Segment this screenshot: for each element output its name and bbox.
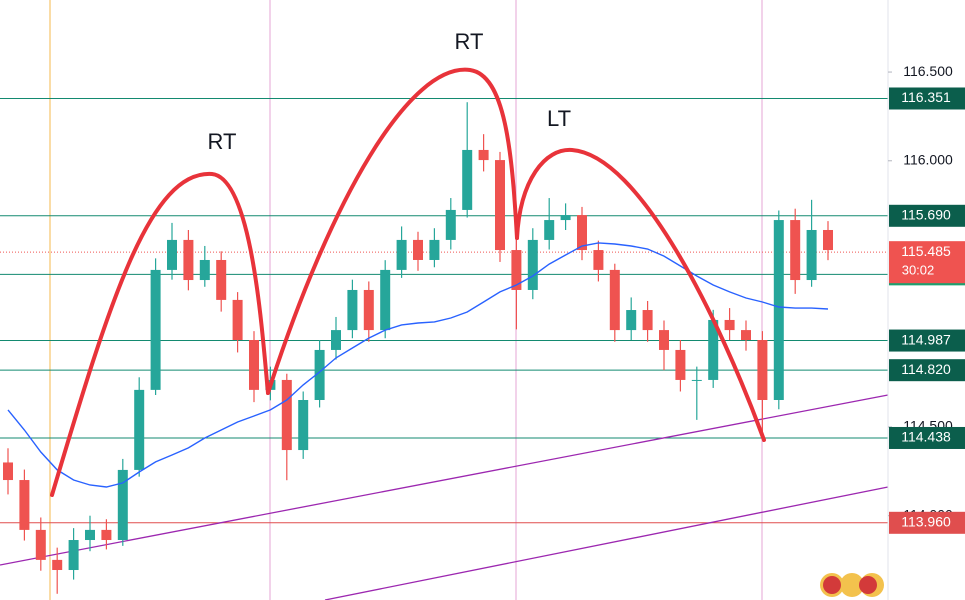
candle-body <box>560 215 571 221</box>
candle-body <box>314 349 325 400</box>
level-label-box <box>889 359 965 382</box>
candle-body <box>331 330 341 350</box>
level-label: 114.438 <box>901 429 951 445</box>
level-label: 116.351 <box>901 89 951 105</box>
level-label-box <box>889 511 965 534</box>
level-label-box <box>889 204 965 227</box>
candle-body <box>3 462 13 481</box>
candle-body <box>462 149 473 210</box>
candle-body <box>298 400 309 451</box>
level-label: 114.820 <box>901 361 951 377</box>
candle-body <box>249 340 259 390</box>
pattern-arc <box>50 171 270 497</box>
candle-body <box>659 330 669 350</box>
candle-body <box>413 239 423 260</box>
level-label: 115.690 <box>901 206 951 222</box>
level-label-box <box>889 87 965 110</box>
annotation: LT <box>547 106 571 131</box>
icon <box>823 576 841 594</box>
candle-body <box>675 349 686 380</box>
candle-body <box>626 310 637 331</box>
levels <box>0 97 888 524</box>
candle-body <box>347 289 358 331</box>
countdown-label: 30:02 <box>902 263 935 278</box>
y-tick-label: 116.500 <box>903 63 953 79</box>
candle-body <box>478 149 489 161</box>
candle-body <box>19 480 30 530</box>
candle-body <box>609 269 620 331</box>
trend-line <box>324 486 889 600</box>
annotation: RT <box>208 129 237 154</box>
candle-body <box>68 540 79 571</box>
candle-body <box>527 239 538 290</box>
level-label: 114.987 <box>901 331 951 347</box>
candle-body <box>281 379 292 451</box>
candle-body <box>380 269 391 331</box>
candle-body <box>724 319 735 331</box>
candle-body <box>773 220 784 400</box>
axis-labels: 116.500116.000114.500114.000116.351115.6… <box>888 63 965 534</box>
candle-body <box>757 340 768 400</box>
currency-icons <box>820 573 884 597</box>
candle-body <box>790 220 801 281</box>
level-label-box <box>889 329 965 352</box>
candle-body <box>511 250 522 290</box>
candle-body <box>134 389 145 470</box>
candles <box>3 102 833 594</box>
annotation: RT <box>455 29 484 54</box>
candle-body <box>708 319 719 380</box>
level-label: 113.960 <box>901 514 951 530</box>
candle-body <box>544 220 555 240</box>
candle-body <box>642 310 653 331</box>
candle-body <box>806 229 817 281</box>
candle-body <box>363 289 374 331</box>
trend-line <box>0 394 889 566</box>
candle-body <box>691 379 702 381</box>
candle-body <box>85 529 95 541</box>
candle-body <box>741 330 751 341</box>
candle-body <box>167 239 177 270</box>
candle-body <box>117 469 128 541</box>
candle-body <box>823 229 833 251</box>
pattern-arc <box>266 67 519 395</box>
icon <box>840 573 864 597</box>
ma-line <box>7 242 829 488</box>
candle-body <box>150 269 161 390</box>
candle-body <box>445 209 456 240</box>
candle-body <box>232 299 243 341</box>
candle-body <box>577 215 587 251</box>
moving-average <box>7 242 829 488</box>
current-price-box <box>889 241 965 284</box>
icon <box>859 576 877 594</box>
candle-body <box>101 529 112 541</box>
pattern-arc <box>515 147 766 442</box>
candle-body <box>495 160 505 251</box>
level-label-box <box>889 426 965 449</box>
current-price-label: 115.485 <box>901 243 951 259</box>
candle-body <box>216 259 227 300</box>
candle-body <box>396 239 407 270</box>
candle-body <box>183 239 194 281</box>
candle-body <box>429 239 440 260</box>
candle-body <box>593 250 604 270</box>
candle-body <box>52 559 63 571</box>
y-tick-label: 116.000 <box>903 151 953 167</box>
candle-body <box>35 529 46 560</box>
candle-body <box>199 259 210 281</box>
